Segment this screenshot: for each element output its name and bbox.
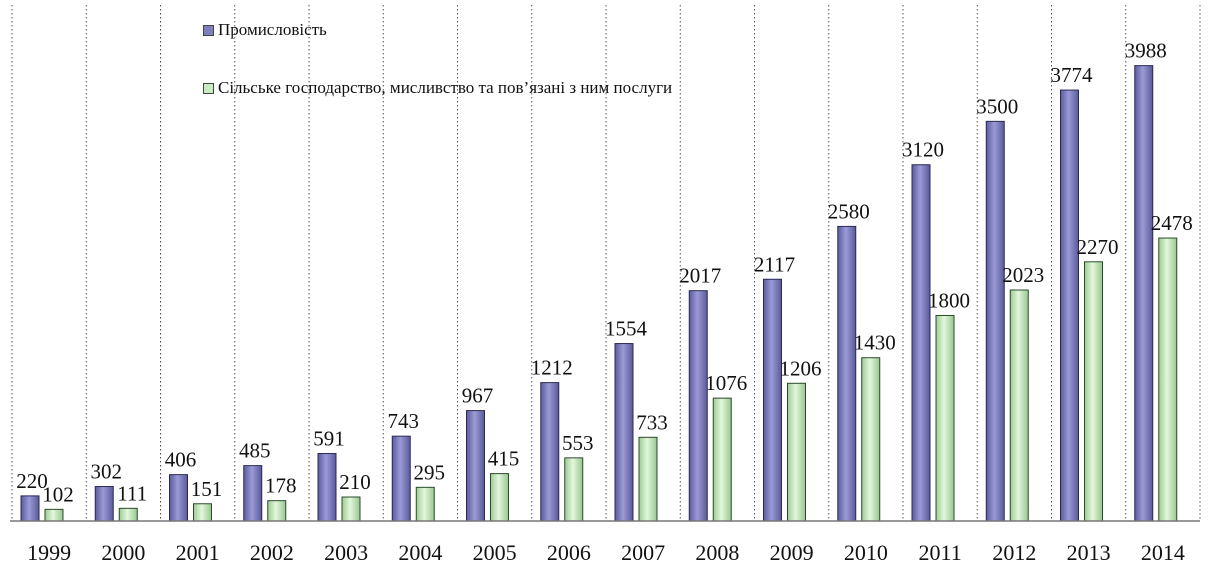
data-label-industry-2001: 406: [165, 448, 197, 472]
x-tick-2008: 2008: [695, 540, 739, 565]
data-label-industry-1999: 220: [16, 469, 48, 493]
bar-industry-2012: [985, 120, 1005, 522]
legend-item-industry: Промисловість: [203, 18, 672, 42]
x-tick-2013: 2013: [1067, 540, 1111, 565]
bar-agriculture-2004: [415, 486, 435, 522]
data-label-agriculture-2011: 1800: [928, 288, 970, 312]
data-label-industry-2006: 1212: [531, 356, 573, 380]
data-label-industry-2009: 2117: [754, 252, 795, 276]
bar-agriculture-2007: [638, 436, 658, 522]
data-label-industry-2012: 3500: [976, 94, 1018, 118]
data-label-agriculture-2002: 178: [265, 474, 297, 498]
data-label-agriculture-2001: 151: [191, 477, 223, 501]
data-label-agriculture-2010: 1430: [854, 331, 896, 355]
bar-agriculture-2013: [1084, 261, 1103, 522]
bar-industry-2013: [1060, 89, 1079, 522]
bar-industry-2007: [614, 343, 634, 522]
data-label-industry-2003: 591: [313, 427, 345, 451]
x-tick-2000: 2000: [101, 540, 145, 565]
data-label-agriculture-2008: 1076: [705, 371, 747, 395]
data-label-agriculture-2014: 2478: [1151, 211, 1193, 235]
data-label-agriculture-2009: 1206: [780, 356, 822, 380]
x-tick-2002: 2002: [250, 540, 294, 565]
bar-agriculture-2008: [712, 397, 732, 522]
x-tick-2006: 2006: [547, 540, 591, 565]
x-tick-2010: 2010: [844, 540, 888, 565]
x-tick-2007: 2007: [621, 540, 665, 565]
bar-industry-2005: [466, 410, 485, 522]
bar-agriculture-2014: [1158, 237, 1178, 522]
data-label-industry-2011: 3120: [902, 138, 944, 162]
data-label-industry-2014: 3988: [1125, 39, 1167, 63]
data-label-agriculture-1999: 102: [42, 482, 74, 506]
bar-agriculture-2010: [861, 357, 881, 522]
bar-agriculture-2002: [267, 500, 287, 522]
bar-industry-1999: [20, 495, 40, 522]
data-label-industry-2007: 1554: [605, 317, 648, 341]
bar-agriculture-2006: [564, 457, 584, 522]
legend-item-agriculture: Сільське господарство, мисливство та пов…: [203, 76, 672, 100]
bar-agriculture-2012: [1009, 289, 1029, 522]
bar-industry-2011: [911, 164, 931, 522]
bar-agriculture-1999: [44, 508, 64, 522]
data-label-industry-2005: 967: [462, 384, 494, 408]
x-tick-2001: 2001: [176, 540, 220, 565]
bar-industry-2008: [688, 290, 708, 522]
data-label-industry-2000: 302: [91, 460, 123, 484]
bar-industry-2004: [391, 435, 411, 522]
legend-label-industry: Промисловість: [218, 20, 327, 39]
legend-swatch-agriculture: [203, 82, 214, 94]
x-tick-2012: 2012: [992, 540, 1036, 565]
data-label-agriculture-2012: 2023: [1002, 263, 1044, 287]
bar-industry-2014: [1134, 65, 1154, 522]
data-label-agriculture-2005: 415: [488, 447, 520, 471]
data-label-industry-2004: 743: [388, 409, 420, 433]
legend-swatch-industry: [203, 24, 214, 36]
bar-industry-2003: [317, 453, 337, 522]
data-label-agriculture-2003: 210: [339, 470, 371, 494]
bar-agriculture-2003: [341, 496, 361, 522]
bar-agriculture-2005: [490, 473, 509, 522]
x-tick-2009: 2009: [770, 540, 814, 565]
bar-agriculture-2001: [193, 503, 212, 522]
bar-industry-2006: [540, 382, 560, 522]
data-label-agriculture-2006: 553: [562, 431, 594, 455]
data-label-industry-2013: 3774: [1051, 63, 1094, 87]
bars: [20, 65, 1178, 522]
x-tick-2014: 2014: [1141, 540, 1185, 565]
data-label-agriculture-2000: 111: [117, 481, 147, 505]
legend: Промисловість Сільське господарство, мис…: [203, 18, 672, 100]
x-tick-2004: 2004: [398, 540, 442, 565]
data-label-agriculture-2007: 733: [636, 410, 668, 434]
x-tick-2011: 2011: [919, 540, 962, 565]
bar-industry-2002: [243, 465, 263, 522]
x-tick-2005: 2005: [473, 540, 517, 565]
data-label-agriculture-2004: 295: [414, 460, 446, 484]
bar-agriculture-2009: [787, 382, 806, 522]
legend-label-agriculture: Сільське господарство, мисливство та пов…: [218, 78, 673, 97]
bar-industry-2000: [94, 486, 114, 522]
data-label-industry-2002: 485: [239, 439, 271, 463]
x-tick-labels: 1999 2000 2001 2002 2003 2004 2005 2006 2007 2008…: [27, 540, 1185, 565]
bar-industry-2001: [169, 474, 188, 522]
bar-agriculture-2000: [118, 507, 138, 522]
x-tick-1999: 1999: [27, 540, 71, 565]
data-label-agriculture-2013: 2270: [1077, 235, 1119, 259]
bar-agriculture-2011: [935, 314, 955, 522]
x-tick-2003: 2003: [324, 540, 368, 565]
bar-industry-2010: [837, 225, 857, 522]
bar-industry-2009: [763, 278, 782, 522]
data-label-industry-2010: 2580: [828, 199, 870, 223]
data-label-industry-2008: 2017: [679, 264, 721, 288]
